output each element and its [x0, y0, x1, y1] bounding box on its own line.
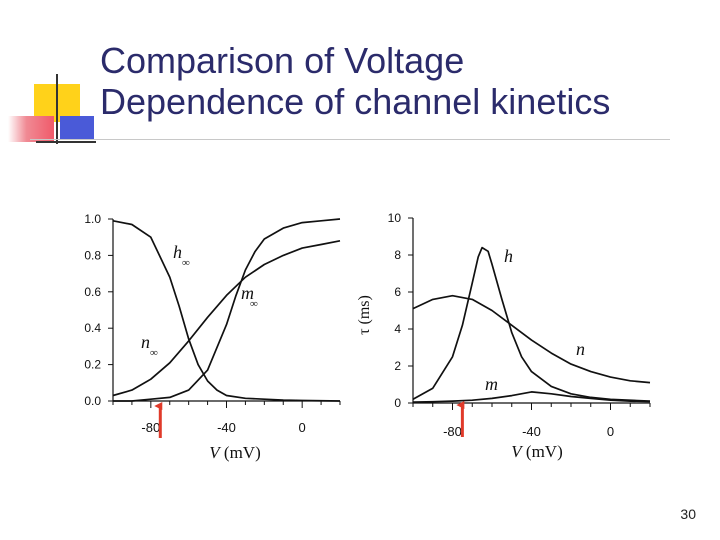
y-tick-label: 0.0: [84, 394, 101, 408]
y-tick-label: 6: [394, 285, 401, 299]
series-label-n: n: [576, 339, 585, 359]
y-tick-label: 0.6: [84, 285, 101, 299]
series-label-sub: ∞: [182, 257, 190, 269]
x-tick-label: -80: [141, 420, 160, 435]
y-tick-label: 8: [394, 248, 401, 262]
series-line-h: [412, 246, 651, 402]
x-tick-label: 0: [607, 424, 614, 439]
series-label-sub: ∞: [150, 347, 158, 359]
series-line-m: [113, 218, 341, 402]
title-line-1: Comparison of Voltage: [100, 40, 465, 81]
series-label-h: h: [173, 242, 182, 262]
x-tick-label: -40: [217, 420, 236, 435]
series-line-h: [112, 219, 341, 402]
y-tick-label: 4: [394, 322, 401, 336]
time-constant-chart: 0 2 4 6 8 10 -80 -40 0 V (mV) τ (ms) h n m: [356, 211, 651, 461]
series-label-m: m: [241, 283, 254, 303]
y-tick-label: 0.8: [84, 248, 101, 262]
slide-title: Comparison of Voltage Dependence of chan…: [100, 40, 610, 122]
decor-blue-block: [60, 116, 94, 140]
decor-red-bar: [8, 116, 54, 142]
decor-horizontal-line: [36, 141, 96, 143]
x-axis-label: V (mV): [209, 443, 260, 462]
x-tick-label: -80: [443, 424, 462, 439]
y-tick-label: 2: [394, 359, 401, 373]
page-number: 30: [680, 506, 696, 522]
series-label-h: h: [504, 246, 513, 266]
series-line-n: [112, 239, 341, 397]
decor-vertical-line: [56, 74, 58, 144]
x-tick-label: 0: [299, 420, 306, 435]
series-label-sub: ∞: [250, 298, 258, 310]
series-label-m: m: [485, 374, 498, 394]
y-axis-label: τ (ms): [356, 295, 373, 335]
series-line-m: [412, 391, 651, 403]
steady-state-chart: 0.00.20.40.60.81.0-80 -40 0V (mV)h∞m∞n∞: [84, 212, 341, 462]
y-tick-label: 0.4: [84, 321, 101, 335]
y-tick-label: 1.0: [84, 212, 101, 226]
y-tick-label: 0.2: [84, 358, 101, 372]
series-label-n: n: [141, 332, 150, 352]
series-line-n: [412, 294, 651, 384]
y-tick-label: 10: [388, 211, 402, 225]
title-line-2: Dependence of channel kinetics: [100, 81, 611, 122]
title-divider: [30, 139, 670, 140]
y-tick-label: 0: [394, 396, 401, 410]
x-axis-label: V (mV): [511, 442, 562, 461]
x-tick-label: -40: [522, 424, 541, 439]
